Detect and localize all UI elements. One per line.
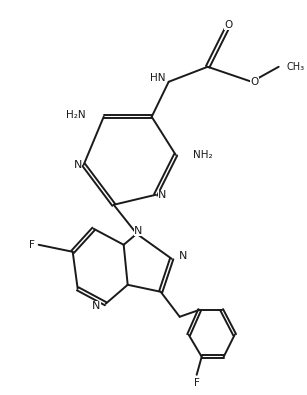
Text: N: N xyxy=(157,190,166,200)
Text: HN: HN xyxy=(150,73,165,83)
Text: N: N xyxy=(73,160,82,170)
Text: N: N xyxy=(134,226,142,236)
Text: O: O xyxy=(250,77,258,87)
Text: F: F xyxy=(29,240,35,250)
Text: H₂N: H₂N xyxy=(66,110,86,120)
Text: N: N xyxy=(92,301,101,312)
Text: O: O xyxy=(224,21,232,30)
Text: NH₂: NH₂ xyxy=(193,150,213,160)
Text: F: F xyxy=(194,378,200,388)
Text: N: N xyxy=(178,251,187,261)
Text: CH₃: CH₃ xyxy=(286,62,304,72)
